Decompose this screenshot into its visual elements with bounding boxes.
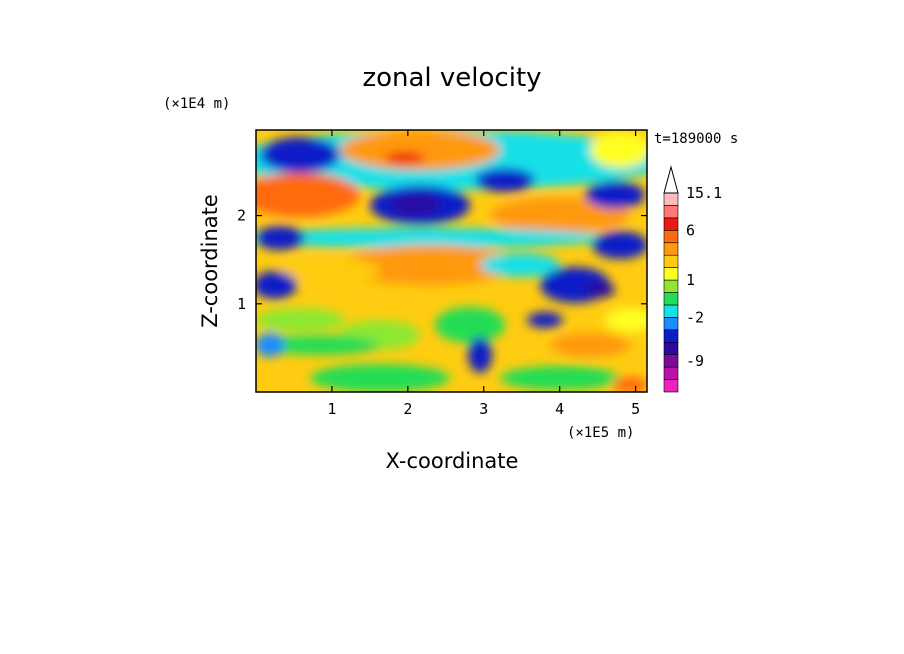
- colorbar-tick-label: 6: [686, 221, 695, 239]
- colorbar-tick-label: -9: [686, 352, 704, 370]
- colorbar-tick-label: -2: [686, 308, 704, 326]
- colorbar-swatch: [663, 304, 679, 318]
- colorbar-swatch: [663, 366, 679, 380]
- colorbar-swatch: [663, 217, 679, 231]
- x-scale-note: (×1E5 m): [567, 425, 634, 441]
- field-region: [500, 366, 620, 390]
- field-region: [260, 335, 380, 355]
- colorbar-swatch: [663, 292, 679, 306]
- x-tick-label: 1: [327, 400, 336, 418]
- x-tick-label: 3: [479, 400, 488, 418]
- field-region: [590, 132, 647, 168]
- x-axis: 1 2 3 4 5: [327, 130, 640, 418]
- colorbar-swatch: [663, 354, 679, 368]
- colorbar-swatch: [663, 242, 679, 256]
- plot-frame: [255, 129, 648, 393]
- field-region: [435, 307, 505, 343]
- colorbar-swatch: [663, 317, 679, 331]
- y-tick-label: 2: [237, 207, 246, 225]
- time-label: t=189000 s: [654, 131, 738, 147]
- colorbar-swatch: [663, 267, 679, 281]
- y-axis: 12: [237, 207, 647, 313]
- colorbar-swatch: [663, 379, 679, 393]
- colorbar: -9 -2 1 6 15.1: [663, 165, 722, 393]
- colorbar-tick-label: 1: [686, 271, 695, 289]
- field-region: [256, 173, 360, 217]
- contour-field: [256, 130, 647, 392]
- colorbar-swatch: [663, 329, 679, 343]
- field-region: [280, 258, 380, 282]
- y-tick-label: 1: [237, 295, 246, 313]
- field-region: [585, 181, 645, 209]
- colorbar-swatch: [663, 192, 679, 206]
- colorbar-swatch: [663, 279, 679, 293]
- field-region: [468, 337, 492, 373]
- y-scale-note: (×1E4 m): [163, 96, 230, 112]
- x-tick-label: 5: [631, 400, 640, 418]
- x-tick-label: 4: [555, 400, 564, 418]
- field-region: [256, 228, 610, 248]
- colorbar-swatch: [663, 254, 679, 268]
- colorbar-tick-label: 15.1: [686, 184, 722, 202]
- field-region: [260, 137, 340, 173]
- colorbar-swatch: [663, 341, 679, 355]
- field-region: [340, 245, 520, 285]
- field-region: [585, 282, 615, 298]
- field-region: [385, 152, 425, 164]
- field-region: [256, 271, 297, 299]
- field-region: [310, 364, 450, 392]
- field-region: [605, 308, 647, 332]
- field-region: [475, 168, 535, 192]
- field-region: [527, 312, 563, 328]
- field-region: [612, 377, 647, 392]
- field-region: [592, 231, 647, 259]
- colorbar-swatch: [663, 230, 679, 244]
- field-region: [256, 333, 285, 357]
- colorbar-swatch: [663, 205, 679, 219]
- field-region: [256, 308, 345, 332]
- x-tick-label: 2: [403, 400, 412, 418]
- x-axis-label: X-coordinate: [386, 449, 519, 473]
- field-region: [480, 253, 560, 277]
- y-axis-label: Z-coordinate: [198, 194, 222, 328]
- field-region: [256, 226, 305, 250]
- chart-title: zonal velocity: [362, 63, 541, 93]
- field-region: [390, 195, 440, 215]
- field-blobs: [256, 130, 647, 392]
- field-region: [490, 197, 630, 233]
- colorbar-max-arrow: [663, 165, 679, 194]
- field-region: [550, 333, 630, 357]
- field-region: [340, 130, 500, 170]
